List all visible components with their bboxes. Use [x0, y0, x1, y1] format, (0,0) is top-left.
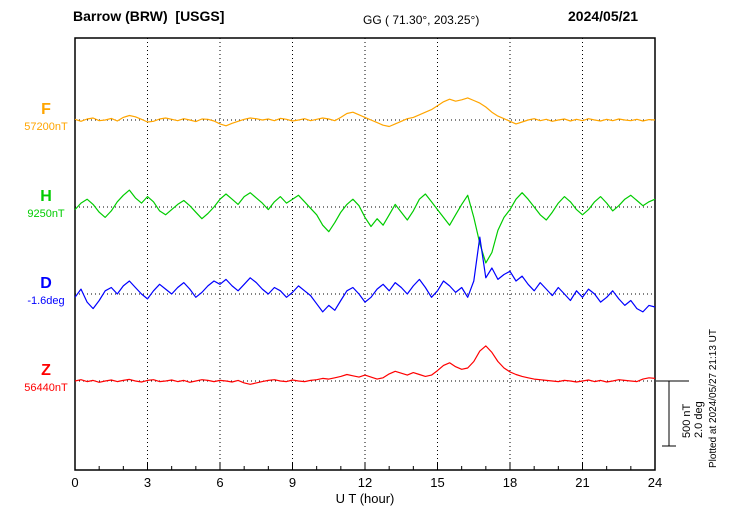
x-axis-label: U T (hour)	[336, 491, 395, 506]
axis-tick-labels: 0 3 6 9 12 15 18 21 24	[71, 475, 662, 490]
plot-date: 2024/05/21	[568, 8, 639, 24]
scale-bar-nt-label: 500 nT	[681, 403, 693, 438]
series-baseline-value-D: -1.6deg	[27, 295, 65, 307]
plotted-at-note: Plotted at 2024/05/27 21:13 UT	[708, 329, 719, 468]
x-tick-label: 6	[216, 475, 223, 490]
series-letter-H: H	[40, 188, 52, 205]
x-tick-label: 24	[648, 475, 662, 490]
station-title: Barrow (BRW) [USGS]	[73, 8, 225, 24]
data-traces	[74, 97, 656, 385]
scale-bar	[656, 380, 689, 447]
x-tick-label: 0	[71, 475, 78, 490]
x-tick-label: 3	[144, 475, 151, 490]
series-letter-F: F	[41, 101, 51, 118]
series-baseline-value-F: 57200nT	[24, 121, 68, 133]
trace-F	[74, 97, 656, 128]
x-tick-label: 9	[289, 475, 296, 490]
series-letter-D: D	[40, 275, 52, 292]
gridlines	[147, 38, 583, 470]
trace-H	[74, 189, 656, 264]
trace-D	[74, 236, 656, 313]
series-baseline-value-Z: 56440nT	[24, 382, 68, 394]
series-baseline-value-H: 9250nT	[27, 208, 65, 220]
x-tick-label: 12	[358, 475, 372, 490]
series-letter-Z: Z	[41, 362, 51, 379]
x-tick-label: 15	[430, 475, 444, 490]
scale-bar-deg-label: 2.0 deg	[693, 401, 705, 438]
geographic-coordinates: GG ( 71.30°, 203.25°)	[363, 13, 480, 27]
x-tick-label: 21	[575, 475, 589, 490]
trace-Z	[74, 345, 656, 385]
x-tick-label: 18	[503, 475, 517, 490]
axis-ticks	[74, 462, 656, 470]
